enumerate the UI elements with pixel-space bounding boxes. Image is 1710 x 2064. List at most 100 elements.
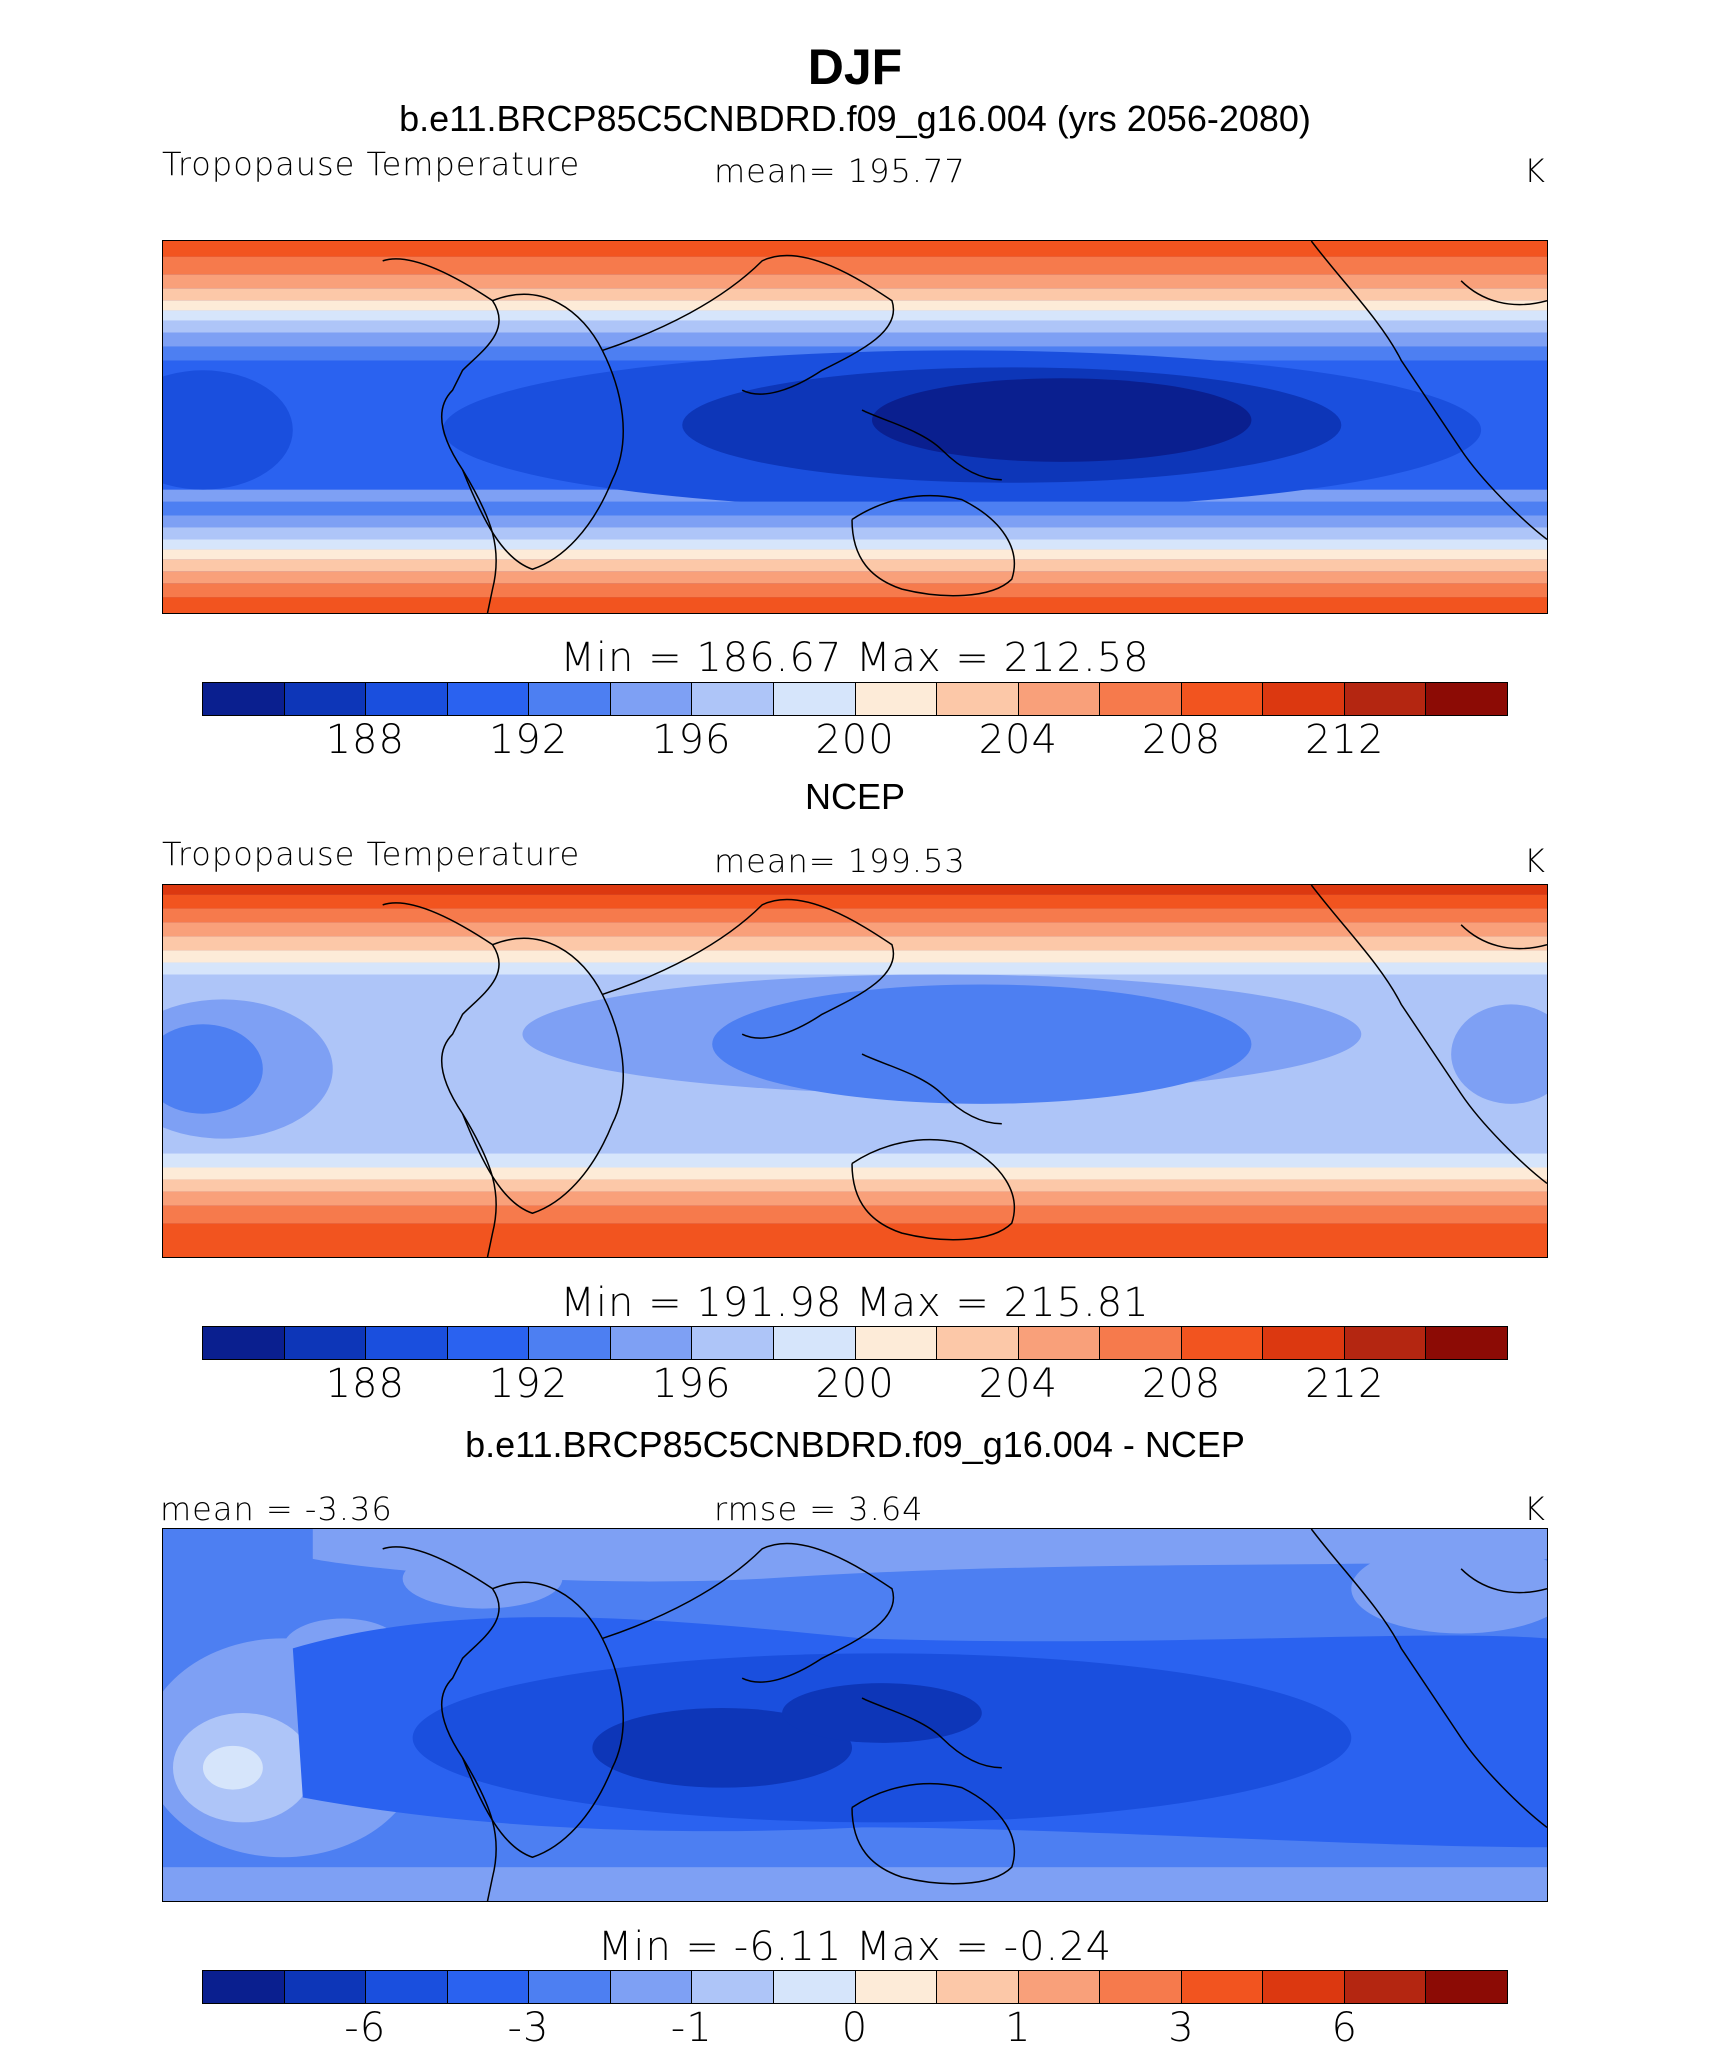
- colorbar-box: [855, 1971, 938, 2003]
- panel-2-units-label: K: [1524, 842, 1546, 880]
- colorbar-box: [529, 1327, 611, 1359]
- colorbar-box: [1018, 683, 1101, 715]
- colorbar-tick-label: 192: [488, 717, 569, 763]
- colorbar-box: [1426, 1327, 1507, 1359]
- colorbar-box: [284, 683, 367, 715]
- figure-title: DJF: [807, 39, 903, 95]
- colorbar-box: [529, 1971, 611, 2003]
- colorbar-box: [1018, 1971, 1101, 2003]
- colorbar-box: [1263, 683, 1345, 715]
- colorbar-box: [1426, 1971, 1507, 2003]
- colorbar-box: [692, 683, 774, 715]
- panel-1-units-label: K: [1524, 152, 1546, 190]
- panel-2-left-label: Tropopause Temperature: [162, 835, 581, 873]
- panel-3-rmse-label: rmse = 3.64: [714, 1490, 924, 1528]
- panel-2-mean-label: mean= 199.53: [714, 842, 966, 880]
- panel-2-ticks: 188 192 196 200 204 208 212: [202, 1361, 1508, 1411]
- colorbar-box: [203, 1971, 285, 2003]
- colorbar-box: [610, 1327, 693, 1359]
- colorbar-box: [773, 1971, 856, 2003]
- colorbar-tick-label: 204: [978, 717, 1058, 763]
- colorbar-tick-label: 204: [978, 1361, 1058, 1407]
- panel-1-shading: [163, 241, 1547, 613]
- colorbar-tick-label: 200: [815, 1361, 895, 1407]
- colorbar-box: [1344, 1971, 1427, 2003]
- panel-2-minmax: Min = 191.98 Max = 215.81: [560, 1280, 1150, 1326]
- colorbar-box: [1181, 683, 1264, 715]
- panel-2-title: NCEP: [804, 776, 906, 817]
- colorbar-box: [1263, 1971, 1345, 2003]
- colorbar-box: [1100, 1971, 1182, 2003]
- colorbar-box: [1100, 1327, 1182, 1359]
- colorbar-tick-label: 1: [1005, 2005, 1032, 2051]
- panel-1-colorbar: [202, 682, 1508, 716]
- panel-1-mean-label: mean= 195.77: [714, 152, 966, 190]
- panel-1-title: b.e11.BRCP85C5CNBDRD.f09_g16.004 (yrs 20…: [399, 98, 1311, 139]
- panel-2-colorbar: [202, 1326, 1508, 1360]
- colorbar-box: [692, 1971, 774, 2003]
- colorbar-box: [366, 683, 448, 715]
- colorbar-box: [284, 1327, 367, 1359]
- panel-2-contour-map: [163, 885, 1547, 1257]
- colorbar-tick-label: 196: [652, 717, 732, 763]
- colorbar-box: [937, 1327, 1019, 1359]
- panel-1-minmax: Min = 186.67 Max = 212.58: [560, 635, 1150, 681]
- colorbar-tick-label: -6: [344, 2005, 387, 2051]
- colorbar-box: [1426, 683, 1507, 715]
- colorbar-tick-label: -3: [507, 2005, 550, 2051]
- colorbar-tick-label: 208: [1141, 717, 1222, 763]
- colorbar-box: [937, 683, 1019, 715]
- colorbar-box: [1100, 683, 1182, 715]
- colorbar-box: [773, 683, 856, 715]
- colorbar-box: [284, 1971, 367, 2003]
- colorbar-box: [529, 683, 611, 715]
- panel-1-contour-map: [163, 241, 1547, 613]
- colorbar-tick-label: 188: [325, 717, 405, 763]
- colorbar-tick-label: 208: [1141, 1361, 1222, 1407]
- colorbar-box: [855, 683, 938, 715]
- panel-1-map: [162, 240, 1548, 614]
- colorbar-tick-label: 0: [841, 2005, 869, 2051]
- colorbar-tick-label: 6: [1331, 2005, 1358, 2051]
- colorbar-tick-label: 188: [325, 1361, 405, 1407]
- colorbar-box: [610, 683, 693, 715]
- colorbar-box: [1018, 1327, 1101, 1359]
- panel-3-shading: [163, 1529, 1547, 1901]
- colorbar-tick-label: 3: [1168, 2005, 1195, 2051]
- colorbar-box: [610, 1971, 693, 2003]
- colorbar-box: [1263, 1327, 1345, 1359]
- colorbar-box: [447, 1971, 530, 2003]
- colorbar-box: [366, 1327, 448, 1359]
- panel-2-map: [162, 884, 1548, 1258]
- colorbar-box: [1344, 1327, 1427, 1359]
- colorbar-tick-label: -1: [670, 2005, 713, 2051]
- panel-3-map: [162, 1528, 1548, 1902]
- colorbar-tick-label: 196: [652, 1361, 732, 1407]
- colorbar-tick-label: 212: [1305, 1361, 1385, 1407]
- colorbar-box: [366, 1971, 448, 2003]
- panel-3-minmax: Min = -6.11 Max = -0.24: [597, 1924, 1113, 1970]
- panel-1-coastlines: [382, 241, 1547, 613]
- colorbar-box: [1181, 1971, 1264, 2003]
- panel-3-title: b.e11.BRCP85C5CNBDRD.f09_g16.004 - NCEP: [465, 1424, 1245, 1465]
- colorbar-box: [203, 683, 285, 715]
- colorbar-box: [1344, 683, 1427, 715]
- panel-2-coastlines: [382, 885, 1547, 1257]
- panel-3-coastlines: [382, 1529, 1547, 1901]
- colorbar-box: [447, 1327, 530, 1359]
- colorbar-box: [773, 1327, 856, 1359]
- colorbar-tick-label: 192: [488, 1361, 569, 1407]
- colorbar-box: [937, 1971, 1019, 2003]
- colorbar-box: [855, 1327, 938, 1359]
- colorbar-tick-label: 200: [815, 717, 895, 763]
- colorbar-box: [692, 1327, 774, 1359]
- panel-3-units-label: K: [1524, 1490, 1546, 1528]
- colorbar-box: [447, 683, 530, 715]
- colorbar-tick-label: 212: [1305, 717, 1385, 763]
- panel-3-colorbar: [202, 1970, 1508, 2004]
- panel-2-shading: [163, 885, 1547, 1257]
- panel-1-ticks: 188 192 196 200 204 208 212: [202, 717, 1508, 767]
- panel-3-contour-map: [163, 1529, 1547, 1901]
- colorbar-box: [1181, 1327, 1264, 1359]
- panel-3-mean-label: mean = -3.36: [160, 1490, 393, 1528]
